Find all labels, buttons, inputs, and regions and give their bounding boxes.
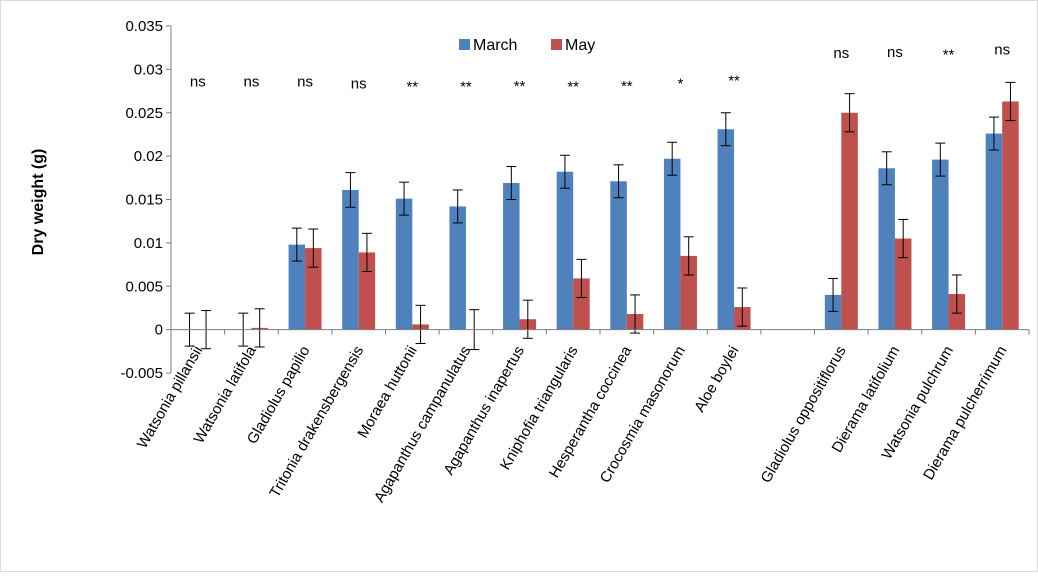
y-tick-label: 0.005 xyxy=(125,278,163,295)
legend-item-march: March xyxy=(459,37,517,54)
bar-march-14 xyxy=(932,159,949,330)
significance-label: ** xyxy=(460,79,472,96)
bar-may-2 xyxy=(305,248,322,330)
error-bar-may-14 xyxy=(951,274,962,314)
significance-label: ns xyxy=(351,75,367,92)
bar-march-2 xyxy=(288,244,306,330)
significance-label: ** xyxy=(943,47,955,64)
error-bar-may-2 xyxy=(308,228,319,268)
error-bar-may-10 xyxy=(737,287,748,327)
error-bar-may-4 xyxy=(415,304,426,345)
bar-may-9 xyxy=(680,255,697,330)
significance-label: ns xyxy=(887,44,903,61)
error-bar-march-4 xyxy=(399,181,410,216)
bar-may-7 xyxy=(573,278,590,330)
error-bar-march-5 xyxy=(452,189,463,224)
category-label: Gladiolus oppositiflorus xyxy=(758,343,850,486)
error-bar-may-9 xyxy=(683,236,694,276)
significance-label: ns xyxy=(244,74,260,91)
legend-item-may: May xyxy=(551,37,595,54)
error-bars xyxy=(184,81,1016,351)
error-bar-march-14 xyxy=(935,142,946,177)
error-bar-march-2 xyxy=(291,227,302,262)
legend-swatch-may xyxy=(551,39,562,50)
significance-label: ** xyxy=(567,79,579,96)
y-tick-label: 0.015 xyxy=(125,192,163,209)
bar-march-3 xyxy=(342,189,359,330)
bar-march-8 xyxy=(610,181,627,330)
legend-label-may: May xyxy=(565,37,595,54)
bar-march-12 xyxy=(824,294,842,330)
significance-label: ns xyxy=(297,74,313,91)
y-ticks: -0.005 0 0.005 0.01 0.015 0.02 0.025 0.03 0.035 xyxy=(120,18,171,382)
significance-label: ** xyxy=(728,73,740,90)
error-bar-may-12 xyxy=(844,93,855,133)
significance-label: * xyxy=(678,75,684,92)
bar-march-5 xyxy=(449,206,466,330)
legend-label-march: March xyxy=(473,37,517,54)
bar-march-6 xyxy=(503,183,520,330)
bars xyxy=(251,101,1019,330)
bar-may-12 xyxy=(841,112,858,330)
y-tick-label: 0 xyxy=(155,322,163,339)
significance-label: ** xyxy=(621,78,633,95)
error-bar-may-3 xyxy=(361,232,372,273)
y-tick-label: -0.005 xyxy=(120,365,163,382)
category-label: Agapanthus campanulatus xyxy=(371,343,475,505)
significance-label: ns xyxy=(190,74,206,91)
significance-label: ns xyxy=(994,41,1010,58)
bar-march-10 xyxy=(717,129,735,330)
error-bar-may-1 xyxy=(254,308,265,348)
error-bar-march-3 xyxy=(345,172,356,208)
significance-label: ** xyxy=(406,79,418,96)
error-bar-march-12 xyxy=(828,277,839,312)
y-axis-title-group: Dry weight (g) xyxy=(30,149,47,256)
y-tick-label: 0.025 xyxy=(125,105,163,122)
bar-march-4 xyxy=(395,198,413,330)
significance-labels: ns ns ns ns ** ** ** ** ** * **ns ns ** ns xyxy=(190,41,1010,95)
axes xyxy=(170,26,1030,373)
error-bar-may-13 xyxy=(898,218,909,259)
legend-swatch-march xyxy=(459,39,470,50)
y-tick-label: 0.03 xyxy=(134,61,163,78)
significance-label: ns xyxy=(833,45,849,62)
y-axis-title: Dry weight (g) xyxy=(30,149,47,256)
error-bar-may-6 xyxy=(522,299,533,339)
y-tick-label: 0.01 xyxy=(134,235,163,252)
y-tick-label: 0.02 xyxy=(134,148,163,165)
bar-may-13 xyxy=(894,238,912,330)
bar-march-7 xyxy=(556,171,574,330)
error-bar-march-15 xyxy=(988,116,999,151)
error-bar-march-8 xyxy=(613,164,624,199)
bar-may-15 xyxy=(1002,101,1019,330)
error-bar-may-7 xyxy=(576,258,587,299)
error-bar-march-7 xyxy=(559,154,570,189)
error-bar-march-9 xyxy=(667,141,678,176)
bar-march-13 xyxy=(878,168,895,330)
category-label: Tritonia drakensbergensis xyxy=(266,343,367,500)
significance-label: ** xyxy=(514,78,526,95)
legend: March May xyxy=(459,37,595,54)
bar-march-15 xyxy=(985,133,1003,330)
bar-march-9 xyxy=(663,158,681,330)
error-bar-may-8 xyxy=(630,294,641,334)
y-tick-label: 0.035 xyxy=(125,18,163,35)
error-bar-march-6 xyxy=(506,166,517,200)
error-bar-march-13 xyxy=(881,151,892,186)
error-bar-may-15 xyxy=(1005,81,1016,122)
category-label: Aloe boylei xyxy=(691,343,742,415)
error-bar-march-10 xyxy=(720,112,731,147)
